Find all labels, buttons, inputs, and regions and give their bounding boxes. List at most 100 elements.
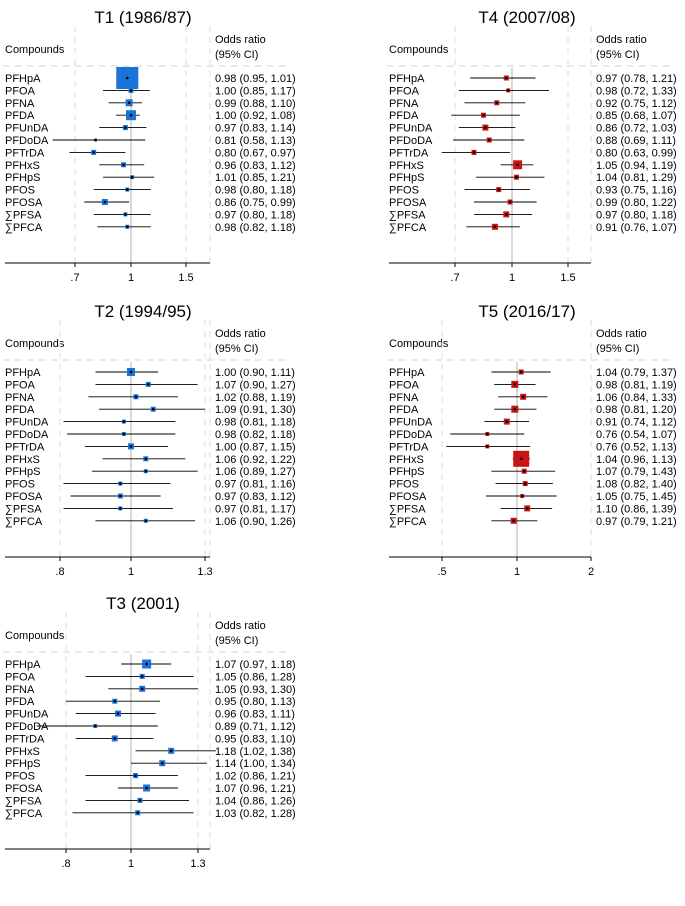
header-odds-ratio: Odds ratio — [215, 620, 266, 632]
row-ci-text: 1.08 (0.82, 1.40) — [596, 479, 677, 491]
point-estimate — [134, 395, 138, 399]
row-label-pfna: PFNA — [5, 98, 35, 110]
row-label-sum-pfsa: ∑PFSA — [5, 503, 42, 515]
point-estimate — [93, 724, 97, 728]
row-ci-text: 1.03 (0.82, 1.28) — [215, 808, 296, 820]
row-label-pfdoda: PFDoDA — [389, 429, 433, 441]
point-estimate — [119, 494, 122, 498]
row-label-sum-pfsa: ∑PFSA — [5, 795, 42, 807]
x-tick-label: 1.5 — [178, 272, 193, 284]
row-label-pfosa: PFOSA — [5, 783, 43, 795]
row-label-pfoa: PFOA — [5, 85, 36, 97]
row-ci-text: 1.05 (0.75, 1.45) — [596, 491, 677, 503]
row-label-sum-pfsa: ∑PFSA — [5, 209, 42, 221]
point-estimate — [122, 432, 126, 436]
row-label-pfhpa: PFHpA — [389, 367, 425, 379]
point-estimate — [505, 420, 509, 423]
row-label-pfdoda: PFDoDA — [5, 721, 49, 733]
row-ci-text: 1.04 (0.81, 1.29) — [596, 172, 677, 184]
row-label-pfna: PFNA — [5, 684, 35, 696]
row-label-pfos: PFOS — [389, 185, 419, 197]
point-estimate — [484, 126, 487, 129]
point-estimate — [125, 188, 129, 191]
row-ci-text: 0.96 (0.83, 1.11) — [215, 709, 295, 721]
row-ci-text: 0.97 (0.81, 1.16) — [215, 479, 296, 491]
row-label-pfda: PFDA — [389, 404, 419, 416]
header-odds-ratio: Odds ratio — [596, 328, 647, 340]
point-estimate — [145, 662, 148, 666]
point-estimate — [482, 113, 485, 117]
row-label-pfna: PFNA — [5, 392, 35, 404]
row-ci-text: 0.93 (0.75, 1.16) — [596, 185, 677, 197]
row-label-pfunda: PFUnDA — [5, 123, 49, 135]
point-estimate — [472, 151, 476, 154]
row-ci-text: 0.92 (0.75, 1.12) — [596, 98, 677, 110]
row-ci-text: 0.98 (0.81, 1.20) — [596, 404, 677, 416]
row-ci-text: 0.85 (0.68, 1.07) — [596, 110, 677, 122]
row-ci-text: 0.91 (0.76, 1.07) — [596, 222, 677, 234]
row-label-pfdoda: PFDoDA — [5, 135, 49, 147]
row-ci-text: 1.14 (1.00, 1.34) — [215, 758, 296, 770]
point-estimate — [119, 507, 122, 510]
row-label-pfhxs: PFHxS — [389, 454, 424, 466]
point-estimate — [134, 774, 137, 777]
row-label-pftrda: PFTrDA — [5, 441, 45, 453]
row-ci-text: 0.98 (0.82, 1.18) — [215, 222, 296, 234]
panel-title: T1 (1986/87) — [94, 8, 191, 27]
x-tick-label: 1 — [128, 272, 134, 284]
header-ci: (95% CI) — [596, 49, 639, 61]
point-estimate — [140, 687, 144, 691]
row-label-pfhxs: PFHxS — [5, 746, 40, 758]
row-ci-text: 0.98 (0.72, 1.33) — [596, 85, 677, 97]
row-label-pfhps: PFHpS — [5, 172, 40, 184]
point-estimate — [113, 699, 117, 703]
point-estimate — [125, 76, 129, 80]
row-label-pfhpa: PFHpA — [5, 659, 41, 671]
row-label-pfhpa: PFHpA — [389, 73, 425, 85]
x-tick-label: .7 — [70, 272, 79, 284]
row-ci-text: 1.07 (0.90, 1.27) — [215, 379, 296, 391]
row-label-pfhps: PFHpS — [5, 466, 40, 478]
point-estimate — [513, 383, 517, 386]
point-estimate — [116, 712, 120, 715]
row-ci-text: 1.01 (0.85, 1.21) — [215, 172, 296, 184]
row-ci-text: 0.95 (0.80, 1.13) — [215, 696, 296, 708]
row-ci-text: 0.97 (0.80, 1.18) — [215, 209, 296, 221]
x-tick-label: .5 — [437, 566, 446, 578]
point-estimate — [125, 225, 129, 229]
row-ci-text: 0.98 (0.81, 1.19) — [596, 379, 677, 391]
row-label-pfos: PFOS — [5, 771, 35, 783]
point-estimate — [519, 457, 523, 461]
row-ci-text: 1.05 (0.94, 1.19) — [596, 160, 677, 172]
row-label-pfosa: PFOSA — [389, 491, 427, 503]
row-ci-text: 0.76 (0.52, 1.13) — [596, 441, 677, 453]
point-estimate — [92, 151, 95, 154]
row-label-pfos: PFOS — [5, 185, 35, 197]
x-tick-label: 1 — [509, 272, 515, 284]
x-tick-label: 2 — [588, 566, 594, 578]
point-estimate — [523, 482, 527, 485]
row-ci-text: 1.06 (0.89, 1.27) — [215, 466, 296, 478]
x-tick-label: .8 — [61, 858, 70, 870]
row-label-pfda: PFDA — [389, 110, 419, 122]
row-ci-text: 0.97 (0.81, 1.17) — [215, 503, 296, 515]
row-label-pfunda: PFUnDA — [389, 123, 433, 135]
header-compounds: Compounds — [5, 630, 65, 642]
row-label-pfda: PFDA — [5, 696, 35, 708]
row-ci-text: 0.97 (0.83, 1.12) — [215, 491, 296, 503]
header-ci: (95% CI) — [215, 49, 258, 61]
row-label-sum-pfca: ∑PFCA — [5, 808, 43, 820]
row-ci-text: 1.00 (0.87, 1.15) — [215, 441, 296, 453]
point-estimate — [486, 445, 489, 448]
point-estimate — [122, 420, 126, 423]
point-estimate — [130, 175, 134, 179]
point-estimate — [521, 395, 525, 399]
row-label-pfunda: PFUnDA — [389, 417, 433, 429]
forest-panel-4: T5 (2016/17) Compounds Odds ratio (95% CI) P… — [387, 302, 677, 578]
point-estimate — [506, 89, 510, 92]
header-odds-ratio: Odds ratio — [596, 34, 647, 46]
point-estimate — [144, 457, 148, 461]
point-estimate — [136, 811, 139, 815]
row-label-pftrda: PFTrDA — [389, 441, 429, 453]
row-label-sum-pfsa: ∑PFSA — [389, 209, 426, 221]
